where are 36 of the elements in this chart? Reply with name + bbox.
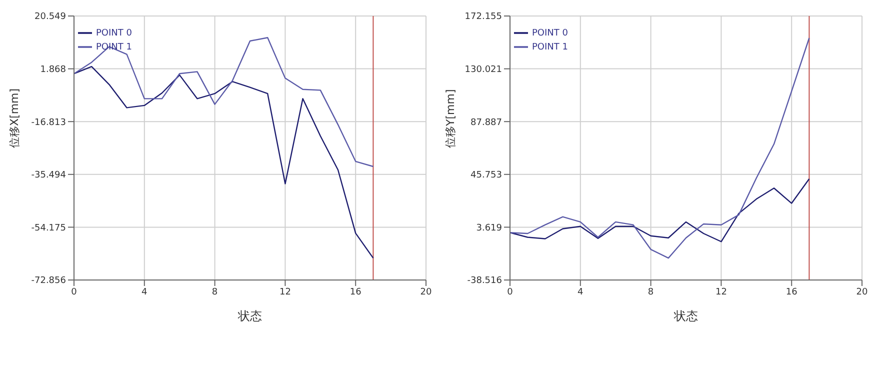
line-series <box>74 37 374 168</box>
x-tick-label: 12 <box>715 287 727 298</box>
x-tick-label: 16 <box>786 287 798 298</box>
x-tick-label: 12 <box>279 287 291 298</box>
x-tick-label: 4 <box>142 287 148 298</box>
y-tick-label: -16.813 <box>31 118 66 128</box>
line-series <box>510 178 810 242</box>
y-tick-label: -35.494 <box>31 170 66 181</box>
y-tick-label: 1.868 <box>40 64 66 75</box>
x-tick-label: 0 <box>507 287 514 298</box>
x-tick-label: 20 <box>856 287 868 298</box>
x-tick-label: 0 <box>71 287 78 298</box>
legend-label: POINT 1 <box>96 42 132 52</box>
line-series <box>510 37 810 259</box>
x-axis-title: 状态 <box>237 309 262 323</box>
y-tick-label: 20.549 <box>34 12 66 22</box>
x-tick-label: 16 <box>350 287 362 298</box>
y-tick-label: 45.753 <box>470 170 502 181</box>
y-axis-title: 位移X[mm] <box>8 88 21 148</box>
x-tick-label: 8 <box>648 287 654 298</box>
x-axis-title: 状态 <box>673 309 698 323</box>
x-tick-label: 8 <box>212 287 218 298</box>
y-tick-label: -38.516 <box>467 276 502 286</box>
y-tick-label: -72.856 <box>31 276 66 286</box>
x-tick-label: 20 <box>420 287 432 298</box>
y-tick-label: 172.155 <box>464 12 502 22</box>
legend-label: POINT 0 <box>532 28 568 38</box>
x-tick-label: 4 <box>578 287 584 298</box>
y-tick-label: 130.021 <box>464 64 502 75</box>
legend-label: POINT 1 <box>532 42 568 52</box>
line-series <box>74 66 374 259</box>
legend-label: POINT 0 <box>96 28 132 38</box>
y-tick-label: -54.175 <box>31 223 66 234</box>
y-tick-label: 87.887 <box>470 118 502 128</box>
y-axis-title: 位移Y[mm] <box>444 89 457 148</box>
y-tick-label: 3.619 <box>476 223 502 234</box>
